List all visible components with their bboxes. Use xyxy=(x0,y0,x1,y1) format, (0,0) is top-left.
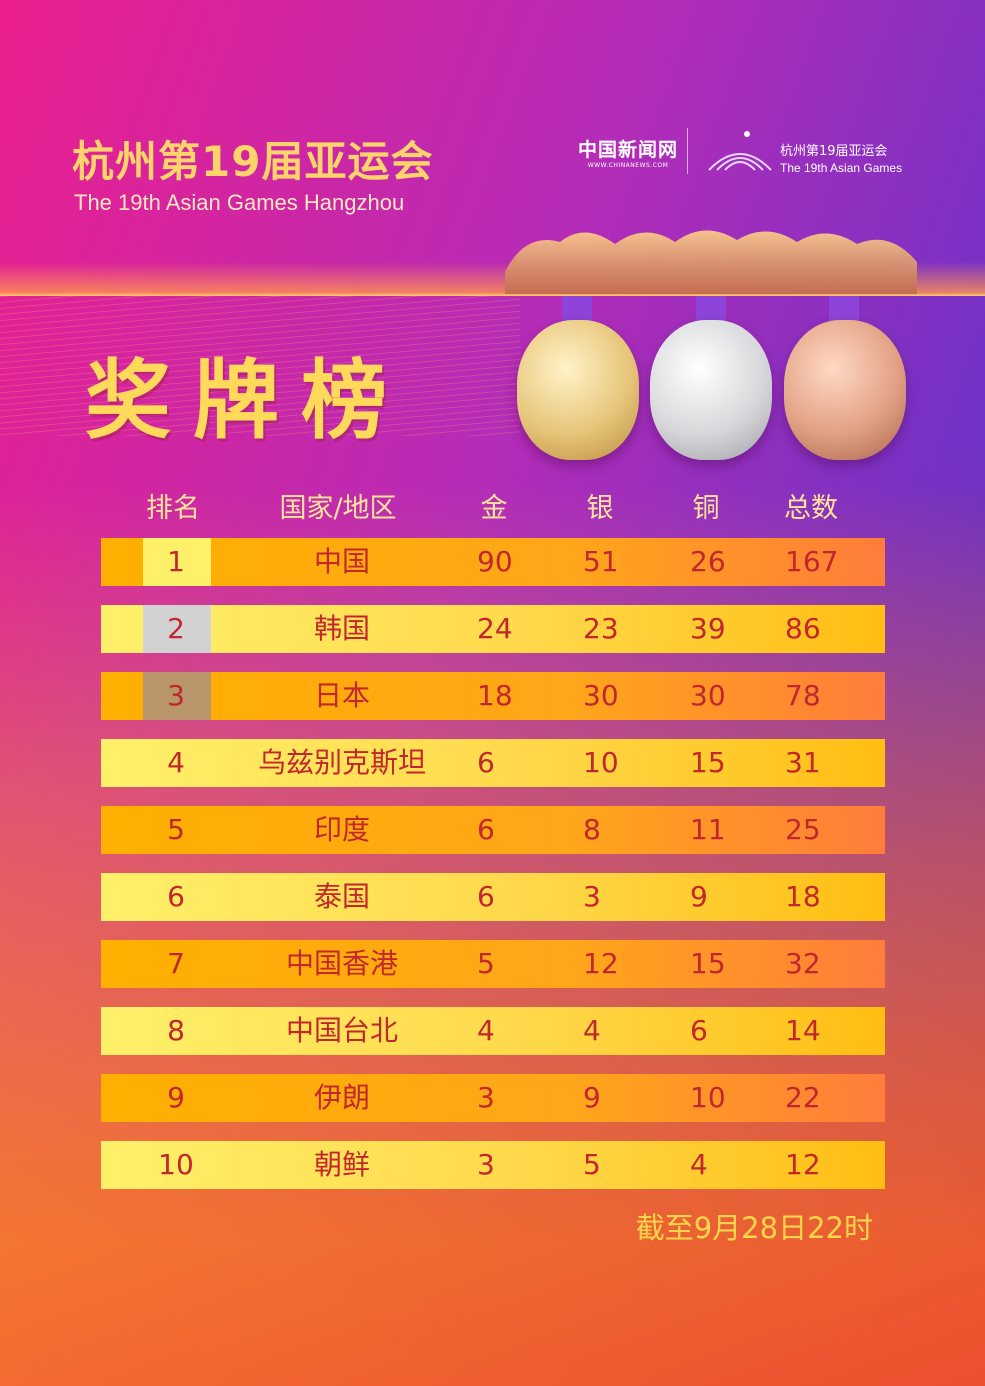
cell-gold: 6 xyxy=(477,746,495,779)
logo-divider xyxy=(687,128,688,174)
cell-silver: 5 xyxy=(583,1148,601,1181)
table-row: 9 伊朗 3 9 10 22 xyxy=(101,1074,885,1122)
cell-silver: 8 xyxy=(583,813,601,846)
cell-gold: 6 xyxy=(477,813,495,846)
cell-gold: 6 xyxy=(477,880,495,913)
cell-gold: 18 xyxy=(477,679,513,712)
asian-games-logo-cn: 杭州第19届亚运会 xyxy=(780,144,888,159)
cell-total: 78 xyxy=(785,679,821,712)
header-country: 国家/地区 xyxy=(279,493,397,524)
cell-rank: 1 xyxy=(167,545,185,578)
cell-total: 18 xyxy=(785,880,821,913)
cell-silver: 30 xyxy=(583,679,619,712)
gold-medal-image xyxy=(517,320,639,460)
table-row: 1 中国 90 51 26 167 xyxy=(101,538,885,586)
table-row: 5 印度 6 8 11 25 xyxy=(101,806,885,854)
cell-name: 泰国 xyxy=(313,880,371,913)
title-en: The 19th Asian Games Hangzhou xyxy=(74,190,405,215)
header-silver: 银 xyxy=(586,493,614,524)
cell-rank: 4 xyxy=(167,746,185,779)
cell-gold: 4 xyxy=(477,1014,495,1047)
cell-silver: 9 xyxy=(583,1081,601,1114)
cell-silver: 23 xyxy=(583,612,619,645)
cell-name: 朝鲜 xyxy=(313,1148,371,1181)
cell-name: 伊朗 xyxy=(313,1081,371,1114)
cell-silver: 4 xyxy=(583,1014,601,1047)
chinanews-url: WWW.CHINANEWS.COM xyxy=(587,162,669,169)
chinanews-logo-text: 中国新闻网 xyxy=(578,139,679,161)
cell-name: 印度 xyxy=(313,813,371,846)
cell-bronze: 15 xyxy=(690,746,726,779)
table-row: 7 中国香港 5 12 15 32 xyxy=(101,940,885,988)
stadium-roof-decoration xyxy=(505,230,917,294)
cell-gold: 3 xyxy=(477,1081,495,1114)
rank-highlight xyxy=(143,605,211,653)
medal-table-title: 奖牌榜 xyxy=(85,351,409,451)
cell-total: 14 xyxy=(785,1014,821,1047)
header-bronze: 铜 xyxy=(692,493,720,524)
title-cn: 杭州第19届亚运会 xyxy=(72,137,434,186)
cell-total: 86 xyxy=(785,612,821,645)
cell-gold: 90 xyxy=(477,545,513,578)
asian-games-logo: 杭州第19届亚运会 The 19th Asian Games xyxy=(780,144,902,176)
table-row: 6 泰国 6 3 9 18 xyxy=(101,873,885,921)
cell-name: 日本 xyxy=(313,679,371,712)
header-rank: 排名 xyxy=(146,493,200,524)
rank-highlight xyxy=(143,538,211,586)
cell-rank: 2 xyxy=(167,612,185,645)
cell-rank: 8 xyxy=(167,1014,185,1047)
cell-bronze: 39 xyxy=(690,612,726,645)
table-row: 2 韩国 24 23 39 86 xyxy=(101,605,885,653)
cell-rank: 5 xyxy=(167,813,185,846)
bronze-medal-image xyxy=(784,320,906,460)
table-row: 8 中国台北 4 4 6 14 xyxy=(101,1007,885,1055)
cell-total: 25 xyxy=(785,813,821,846)
cell-bronze: 30 xyxy=(690,679,726,712)
cell-bronze: 10 xyxy=(690,1081,726,1114)
cell-rank: 9 xyxy=(167,1081,185,1114)
cell-total: 32 xyxy=(785,947,821,980)
cell-total: 167 xyxy=(785,545,839,578)
header-gold: 金 xyxy=(480,493,508,524)
cell-silver: 10 xyxy=(583,746,619,779)
cell-total: 31 xyxy=(785,746,821,779)
silver-medal-image xyxy=(650,320,772,460)
cell-name: 乌兹别克斯坦 xyxy=(257,746,427,779)
cell-total: 22 xyxy=(785,1081,821,1114)
cell-name: 中国香港 xyxy=(285,947,399,980)
cell-bronze: 9 xyxy=(690,880,708,913)
cell-gold: 24 xyxy=(477,612,513,645)
chinanews-logo: 中国新闻网 WWW.CHINANEWS.COM xyxy=(578,135,678,169)
cell-total: 12 xyxy=(785,1148,821,1181)
header-total: 总数 xyxy=(784,493,838,524)
cell-silver: 51 xyxy=(583,545,619,578)
cell-gold: 3 xyxy=(477,1148,495,1181)
table-row: 10 朝鲜 3 5 4 12 xyxy=(101,1141,885,1189)
cell-bronze: 11 xyxy=(690,813,726,846)
asian-games-logo-en: The 19th Asian Games xyxy=(780,161,903,175)
cell-bronze: 6 xyxy=(690,1014,708,1047)
table-row: 4 乌兹别克斯坦 6 10 15 31 xyxy=(101,739,885,787)
cell-silver: 12 xyxy=(583,947,619,980)
decorative-lines xyxy=(0,296,520,436)
cell-bronze: 15 xyxy=(690,947,726,980)
cell-silver: 3 xyxy=(583,880,601,913)
rank-highlight xyxy=(143,672,211,720)
cell-name: 韩国 xyxy=(313,612,371,645)
cell-bronze: 4 xyxy=(690,1148,708,1181)
table-row: 3 日本 18 30 30 78 xyxy=(101,672,885,720)
cell-bronze: 26 xyxy=(690,545,726,578)
cell-rank: 3 xyxy=(167,679,185,712)
cell-name: 中国 xyxy=(313,545,371,578)
update-time: 截至9月28日22时 xyxy=(635,1211,873,1245)
asian-games-emblem-icon xyxy=(708,131,772,171)
cell-rank: 7 xyxy=(167,947,185,980)
cell-name: 中国台北 xyxy=(285,1014,399,1047)
cell-rank: 6 xyxy=(167,880,185,913)
cell-rank: 10 xyxy=(158,1148,194,1181)
cell-gold: 5 xyxy=(477,947,495,980)
